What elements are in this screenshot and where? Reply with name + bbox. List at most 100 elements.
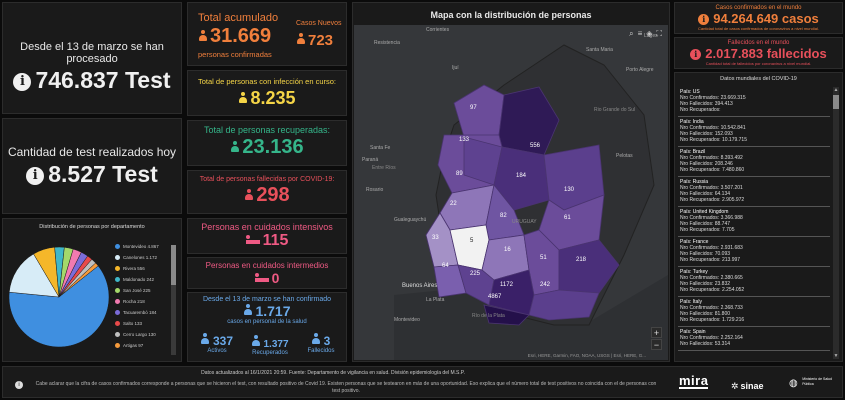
scroll-down-icon[interactable]: ▼ — [833, 353, 839, 359]
active-title: Total de personas con infección en curso… — [198, 77, 336, 86]
country-name: País: Spain — [680, 329, 706, 335]
icu-panel: Personas en cuidados intensivos 115 — [187, 218, 347, 254]
legend-item: San José 225 — [115, 285, 169, 296]
legend-item: Montevideo 4.867 — [115, 241, 169, 252]
world-country-item[interactable]: País: United Kingdom Nro Confirmados: 3.3… — [678, 207, 830, 237]
legend-label: Salto 133 — [123, 321, 143, 326]
world-country-item[interactable]: País: India Nro Confirmados: 10.542.841 Nr… — [678, 117, 830, 147]
world-country-item[interactable]: País: US Nro Confirmados: 23.669.315 Nro F… — [678, 87, 830, 117]
world-country-item[interactable]: País: Italy Nro Confirmados: 2.368.733 Nro… — [678, 297, 830, 327]
country-recovered: Nro Recuperados: 7.480.860 — [680, 167, 745, 173]
new-cases-value: 723 — [308, 32, 334, 49]
legend-swatch — [115, 277, 120, 282]
country-deaths: Nro Fallecidos: 64.134 — [680, 191, 731, 197]
mira-logo: mira — [679, 373, 709, 389]
tests-today-value: 8.527 Test — [48, 161, 158, 187]
country-recovered: Nro Recuperados: 2.905.972 — [680, 197, 745, 203]
active-panel: Total de personas con infección en curso… — [187, 70, 347, 116]
recovered-panel: Total de personas recuperadas: 23.136 — [187, 120, 347, 166]
department-count: 82 — [500, 213, 507, 219]
legend-swatch — [115, 310, 120, 315]
sinae-icon: ✲ — [731, 381, 739, 391]
zoom-in-button[interactable]: + — [651, 327, 662, 338]
deceased-title: Total de personas fallecidas por COVID-1… — [199, 176, 335, 183]
map-place-label: Resistencia — [374, 40, 400, 46]
country-confirmed: Nro Confirmados: 3.507.201 — [680, 185, 743, 191]
pie-slice[interactable] — [8, 265, 110, 348]
department-pie-chart — [8, 246, 110, 348]
legend-swatch — [115, 288, 120, 293]
legend-swatch — [115, 321, 120, 326]
person-icon — [238, 92, 247, 104]
health-staff-panel: Desde el 13 de marzo se han confirmado 1… — [187, 292, 347, 362]
recovered-title: Total de personas recuperadas: — [203, 125, 331, 135]
department-count: 556 — [530, 143, 541, 149]
world-confirmed-panel: Casos confirmados en el mundo i 94.264.64… — [674, 2, 843, 34]
world-confirmed-value: 94.264.649 casos — [713, 11, 819, 26]
pie-slice[interactable] — [58, 262, 99, 298]
world-list-scroll-thumb[interactable] — [833, 95, 839, 109]
world-deaths-panel: Fallecidos en el mundo i 2.017.883 fallec… — [674, 37, 843, 69]
footer-disclaimer: Cabe aclarar que la cifra de casos confi… — [35, 381, 657, 394]
legend-item: Rivera 556 — [115, 263, 169, 274]
legend-label: Maldonado 242 — [123, 277, 155, 282]
layers-icon[interactable]: ≡ — [637, 29, 643, 38]
active-value: 8.235 — [250, 88, 296, 108]
zoom-out-button[interactable]: − — [651, 339, 662, 350]
fullscreen-icon[interactable]: ⛶ — [656, 29, 662, 38]
total-accumulated-title: Total acumulado — [198, 12, 279, 24]
intermediate-value: 0 — [271, 270, 280, 286]
world-confirmed-title: Casos confirmados en el mundo — [715, 5, 802, 11]
world-country-item[interactable]: País: Spain Nro Confirmados: 2.252.164 Nro… — [678, 327, 830, 351]
scroll-up-icon[interactable]: ▲ — [833, 87, 839, 93]
map-place-label: Rio Grande do Sul — [594, 107, 636, 113]
map-attribution: Esri, HERE, Garmin, FAO, NOAA, USGS | Es… — [527, 353, 646, 358]
country-recovered: Nro Recuperados: 7.705 — [680, 227, 735, 233]
world-country-item[interactable]: País: Brazil Nro Confirmados: 8.393.492 Nr… — [678, 147, 830, 177]
search-icon[interactable]: ⌕ — [629, 29, 634, 38]
country-name: País: US — [680, 89, 700, 95]
department-count: 5 — [470, 238, 474, 244]
basemap-icon[interactable]: ◈ — [646, 29, 653, 38]
legend-label: Rivera 556 — [123, 266, 145, 271]
person-icon — [251, 335, 260, 347]
legend-scrollbar[interactable] — [171, 245, 176, 355]
tests-today-panel: Cantidad de test realizados hoy i 8.527 T… — [2, 118, 182, 214]
person-icon — [312, 333, 321, 345]
map-place-label: La Plata — [426, 297, 445, 303]
legend-item: Rocha 218 — [115, 296, 169, 307]
world-country-list[interactable]: País: US Nro Confirmados: 23.669.315 Nro F… — [678, 87, 830, 359]
world-country-item[interactable]: País: France Nro Confirmados: 2.931.683 Nr… — [678, 237, 830, 267]
legend-label: Tacuarembó 184 — [123, 310, 157, 315]
country-recovered: Nro Recuperados: 213.997 — [680, 257, 741, 263]
health-deceased-label: Fallecidos — [307, 348, 335, 354]
bed-icon — [254, 273, 269, 282]
intermediate-title: Personas en cuidados intermedios — [205, 261, 329, 270]
msp-logo: Ministerio de Salud Pública — [802, 377, 832, 386]
footer: Datos actualizados al 16/1/2021 20:59. F… — [2, 366, 843, 398]
country-name: País: United Kingdom — [680, 209, 729, 215]
health-recovered-label: Recuperados — [252, 350, 288, 356]
country-recovered: Nro Recuperados: 10.179.715 — [680, 137, 747, 143]
world-list-scrollbar[interactable]: ▲ ▼ — [833, 87, 839, 359]
legend-swatch — [115, 255, 120, 260]
department-count: 218 — [576, 257, 587, 263]
health-staff-value: 1.717 — [255, 303, 291, 319]
map-canvas[interactable] — [354, 25, 668, 360]
world-confirmed-caption: Cantidad total de casos confirmados de c… — [698, 26, 819, 31]
person-icon — [230, 141, 239, 153]
world-country-item[interactable]: País: Turkey Nro Confirmados: 2.380.665 Nr… — [678, 267, 830, 297]
country-name: País: Russia — [680, 179, 709, 185]
person-icon — [201, 333, 210, 345]
legend-label: Cerro Largo 130 — [123, 332, 156, 337]
legend-swatch — [115, 343, 120, 348]
map-view[interactable]: Corrientes Resistencia Santa Fe Entre Rí… — [354, 25, 668, 360]
intermediate-panel: Personas en cuidados intermedios 0 — [187, 257, 347, 289]
legend-scroll-thumb[interactable] — [171, 245, 176, 285]
world-country-item[interactable]: País: Russia Nro Confirmados: 3.507.201 Nr… — [678, 177, 830, 207]
map-title: Mapa con la distribución de personas — [430, 10, 592, 20]
country-deaths: Nro Fallecidos: 152.093 — [680, 131, 733, 137]
country-name: País: Turkey — [680, 269, 708, 275]
department-count: 51 — [540, 255, 547, 261]
country-confirmed: Nro Confirmados: 23.669.315 — [680, 95, 746, 101]
